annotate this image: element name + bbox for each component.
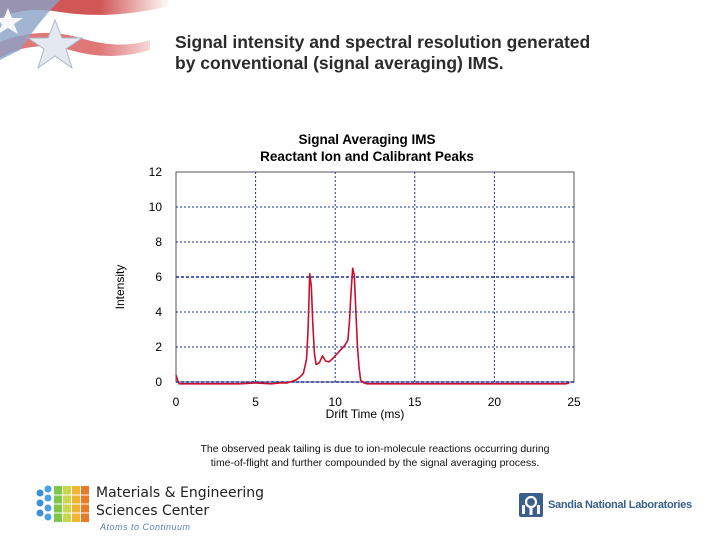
y-tick-label: 6 xyxy=(155,270,162,284)
plot-frame xyxy=(175,171,575,383)
chart-svg: Signal Averaging IMS Reactant Ion and Cal… xyxy=(113,132,581,421)
y-tick-label: 0 xyxy=(155,375,162,389)
sandia-name: Sandia National Laboratories xyxy=(548,499,692,511)
mesc-name-line-2: Sciences Center xyxy=(96,503,210,519)
slide-caption: The observed peak tailing is due to ion-… xyxy=(160,442,590,470)
slide-title-line-2: by conventional (signal averaging) IMS. xyxy=(175,53,504,73)
x-tick-label: 10 xyxy=(329,395,343,409)
mesc-tagline: Atoms to Continuum xyxy=(100,522,191,532)
caption-line-2: time-of-flight and further compounded by… xyxy=(210,457,540,469)
chart-title-line-2: Reactant Ion and Calibrant Peaks xyxy=(260,149,474,164)
x-tick-label: 25 xyxy=(567,395,581,409)
y-tick-label: 12 xyxy=(149,165,163,179)
x-tick-label: 5 xyxy=(252,395,259,409)
caption-line-1: The observed peak tailing is due to ion-… xyxy=(200,443,550,455)
y-tick-label: 8 xyxy=(155,235,162,249)
x-tick-label: 20 xyxy=(488,395,502,409)
mesc-name: Materials & Engineering Sciences Center xyxy=(96,484,264,520)
mesc-logo xyxy=(36,485,89,522)
mesc-name-line-1: Materials & Engineering xyxy=(96,485,264,501)
ims-chart: Signal Averaging IMS Reactant Ion and Cal… xyxy=(100,128,600,428)
x-tick-label: 15 xyxy=(408,395,422,409)
flag-star-graphic xyxy=(0,0,170,95)
chart-title-line-1: Signal Averaging IMS xyxy=(298,132,435,147)
y-tick-label: 4 xyxy=(155,305,162,319)
sandia-logo-icon xyxy=(519,493,543,517)
y-tick-label: 2 xyxy=(155,340,162,354)
series-line-signal xyxy=(175,267,570,385)
y-axis-label: Intensity xyxy=(113,265,127,310)
x-axis-label: Drift Time (ms) xyxy=(326,407,405,421)
slide-title: Signal intensity and spectral resolution… xyxy=(175,32,695,74)
slide-title-line-1: Signal intensity and spectral resolution… xyxy=(175,32,591,52)
x-tick-label: 0 xyxy=(173,395,180,409)
y-tick-label: 10 xyxy=(149,200,163,214)
